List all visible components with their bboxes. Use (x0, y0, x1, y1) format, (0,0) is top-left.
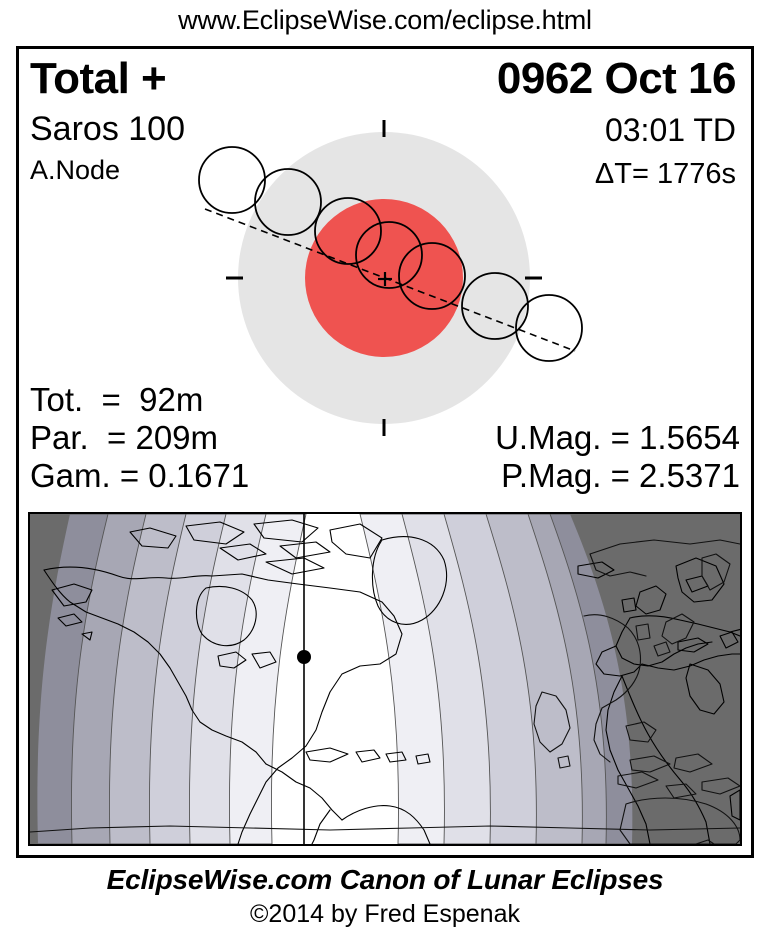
copyright-credit: ©2014 by Fred Espenak (250, 900, 520, 928)
map-night-region-west (30, 514, 70, 844)
delta-t-value: ΔT= 1776s (594, 158, 736, 190)
sub-lunar-point-marker (297, 650, 311, 664)
eclipse-date: 0962 Oct 16 (496, 54, 737, 103)
eclipse-type-label: Total + (30, 54, 167, 103)
penumbral-magnitude: P.Mag. = 2.5371 (501, 457, 740, 494)
greatest-eclipse-time: 03:01 TD (604, 112, 736, 148)
saros-series-label: Saros 100 (30, 110, 185, 148)
coastlines-east (30, 539, 740, 844)
visibility-map-svg (30, 514, 740, 844)
node-label: A.Node (30, 155, 121, 185)
umbral-magnitude: U.Mag. = 1.5654 (495, 419, 740, 456)
gamma-value: Gam. = 0.1671 (30, 457, 250, 494)
source-url: www.EclipseWise.com/eclipse.html (178, 5, 592, 35)
canon-title: EclipseWise.com Canon of Lunar Eclipses (106, 864, 664, 895)
visibility-map (28, 512, 742, 846)
partial-duration: Par. = 209m (30, 419, 219, 456)
totality-duration: Tot. = 92m (30, 381, 204, 418)
map-night-region (570, 514, 740, 844)
coastlines (43, 519, 740, 844)
